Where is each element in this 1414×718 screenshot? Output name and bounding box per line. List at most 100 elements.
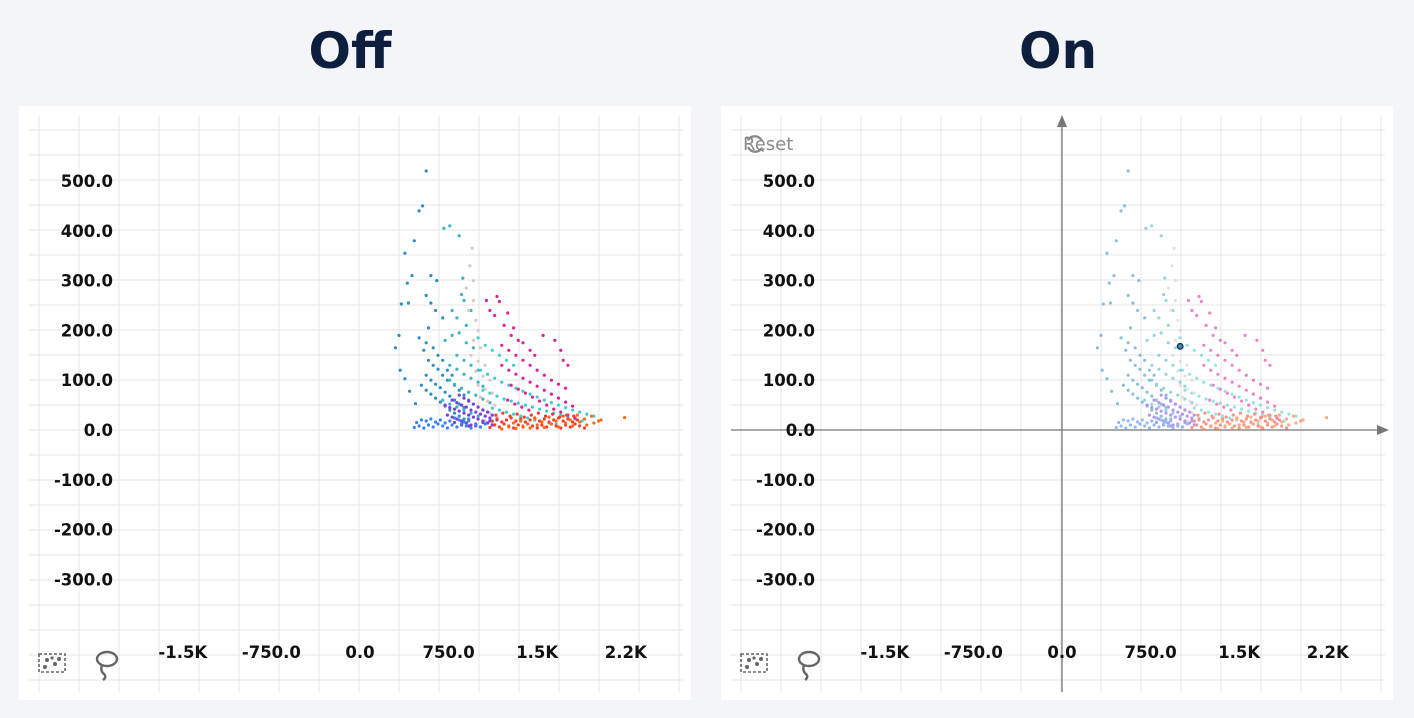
data-point [528,392,532,396]
data-point [429,417,433,421]
reset-button[interactable]: Reset [743,132,793,156]
lasso-icon[interactable] [93,648,121,682]
data-point [559,348,563,352]
data-point [1152,423,1156,427]
data-point [1215,402,1219,406]
data-point [571,420,575,424]
data-point [478,368,483,372]
data-point [1208,398,1212,402]
data-point [500,427,504,431]
data-point [419,383,423,387]
data-point [1119,336,1123,340]
data-point [504,410,509,414]
data-point [1261,410,1265,414]
data-point [469,376,473,380]
data-point [422,348,426,352]
data-point [1270,418,1274,422]
data-point [1216,419,1220,423]
data-point [573,422,577,426]
data-point [1145,390,1149,394]
data-point [397,333,401,337]
data-point [526,422,530,426]
data-point [478,395,483,399]
data-point [438,386,442,390]
x-tick-label: 750.0 [1124,643,1176,662]
data-point [461,276,465,280]
data-point [1218,338,1222,342]
data-point [1183,384,1187,388]
data-point [1221,419,1225,423]
data-point [1147,413,1151,417]
data-point [549,378,554,382]
data-point [1273,404,1277,408]
data-point [521,341,525,345]
data-point [1110,389,1114,393]
data-point [1225,403,1229,407]
data-point [1209,425,1213,429]
data-point [540,420,544,424]
data-point [460,403,464,407]
data-point [538,399,542,403]
data-point [1218,387,1222,391]
data-point [448,394,452,398]
data-point [398,368,402,372]
data-point [1164,408,1168,412]
scatter-plot-on[interactable]: 500.0 400.0 300.0 200.0 100.0 0.0 -100.0 -200.0… [721,106,1393,700]
data-point [1280,420,1284,424]
data-point [523,420,527,424]
rect-select-icon[interactable] [37,650,69,680]
data-point [568,418,572,422]
data-point [481,408,485,412]
data-point [1261,348,1265,352]
data-point [1251,422,1255,426]
data-point [1230,392,1234,396]
data-point [1263,414,1267,418]
data-point [1172,246,1176,250]
data-point [512,326,516,330]
rect-select-icon[interactable] [739,650,771,680]
data-point [467,424,471,428]
data-point [1273,408,1277,412]
data-point [1164,393,1168,397]
data-point [490,413,494,417]
data-point [1143,358,1147,362]
data-point [1255,338,1259,342]
scatter-plot-off[interactable]: 500.0 400.0 300.0 200.0 100.0 0.0 -100.0 -200.0… [19,106,691,700]
highlighted-point[interactable] [1176,342,1184,350]
data-point [1214,421,1218,425]
data-point [540,423,544,427]
data-point [469,308,473,313]
data-point [1138,367,1142,371]
data-point [1190,416,1194,420]
data-point [1136,396,1140,400]
data-point [1170,264,1174,268]
lasso-icon[interactable] [795,648,823,682]
x-tick-label: -750.0 [242,643,301,662]
data-point [552,418,556,422]
data-point [486,421,490,425]
data-point [494,413,498,417]
x-axis-arrow [1377,425,1389,435]
data-point [443,403,447,407]
data-point [1232,395,1237,399]
data-point [1147,368,1151,372]
data-point [530,395,535,399]
data-point [1237,395,1241,399]
data-point [1209,368,1213,372]
data-point [506,311,510,315]
data-point [578,410,582,414]
data-point [1245,414,1250,418]
data-point [457,402,461,406]
data-point [1211,333,1215,337]
data-point [488,391,492,395]
data-point [1126,169,1130,173]
data-point [457,414,461,418]
data-point [1171,363,1175,367]
data-point [448,363,452,367]
data-point [490,348,494,352]
y-tick-label: 500.0 [61,172,113,191]
data-point [502,397,506,401]
y-tick-label: -200.0 [756,521,815,540]
data-point [1152,373,1156,377]
data-point [1199,353,1203,357]
